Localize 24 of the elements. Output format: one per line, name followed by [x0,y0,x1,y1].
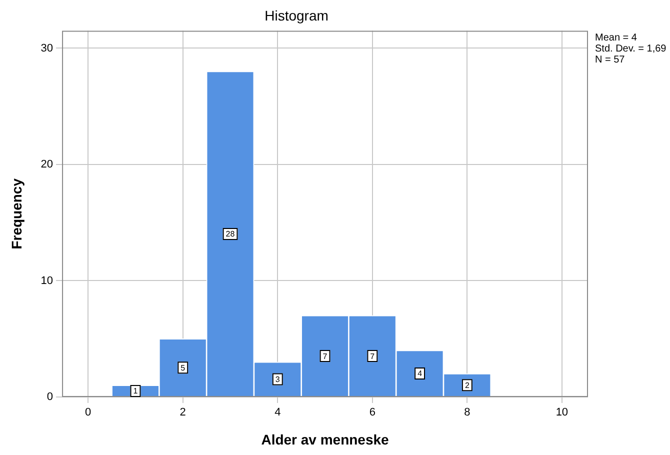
x-axis-title: Alder av menneske [261,431,390,448]
data-label: 28 [226,230,236,239]
chart-title: Histogram [264,7,328,24]
x-tick-label: 0 [85,406,92,419]
x-tick-label: 6 [369,406,376,419]
data-label: 2 [464,380,470,390]
text: Mean = 4 [595,32,638,44]
data-label: 4 [418,369,423,378]
y-tick-label: 30 [40,42,54,54]
x-tick-label: 2 [180,406,186,419]
y-tick-label: 10 [40,274,54,287]
x-tick-label: 8 [464,406,470,419]
data-label: 7 [322,352,328,361]
y-tick-label: 0 [46,391,54,404]
data-label: 5 [180,363,186,372]
y-tick-label: 20 [40,158,54,171]
text: N = 57 [595,54,626,66]
x-tick-label: 10 [556,406,568,419]
data-label: 3 [275,375,280,384]
data-label: 7 [370,352,376,361]
text: Std. Dev. = 1,69 [595,44,667,55]
data-label: 1 [133,386,138,396]
x-tick-label: 4 [274,406,281,419]
y-axis-title: Frequency [8,178,24,250]
